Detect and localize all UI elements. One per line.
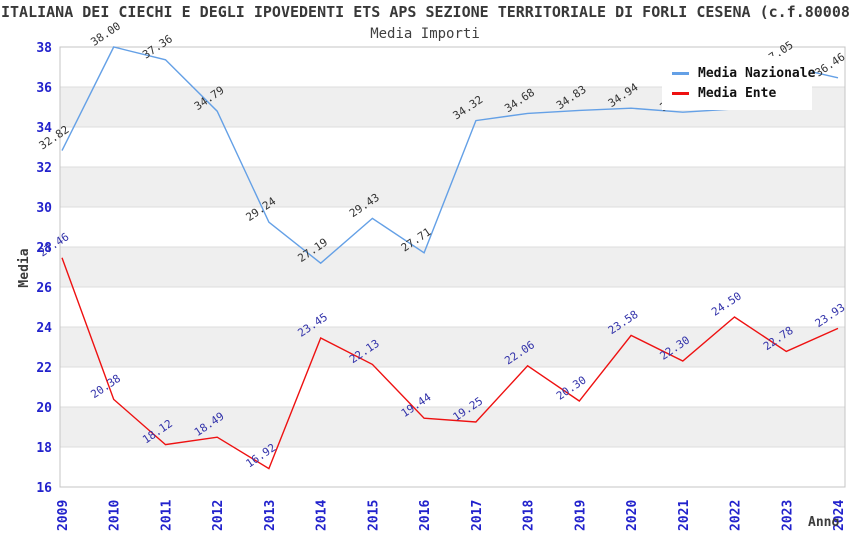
y-tick-label: 34 [36,121,52,136]
chart-subtitle: Media Importi [370,26,480,42]
y-tick-label: 32 [36,161,52,176]
plot-stripe [60,247,845,287]
legend: Media Nazionale Media Ente [662,56,815,110]
line-swatch-icon [672,91,689,95]
series-line-media-ente [61,257,839,470]
y-tick-label: 18 [36,441,52,456]
y-tick-label: 16 [36,481,52,496]
point-label: 36.46 [813,50,848,79]
y-tick-label: 36 [36,81,52,96]
y-tick-label: 28 [36,241,52,256]
x-tick-label: 2010 [108,500,123,531]
x-tick-label: 2021 [677,500,692,531]
x-tick-label: 2023 [780,500,795,531]
y-tick-label: 30 [36,201,52,216]
y-tick-label: 22 [36,361,52,376]
x-tick-label: 2022 [729,500,744,531]
legend-item-label: Media Nazionale [698,65,816,81]
x-axis-title: Anno [808,515,840,530]
chart-title: ITALIANA DEI CIECHI E DEGLI IPOVEDENTI E… [1,3,850,21]
x-tick-label: 2024 [832,500,847,531]
point-label: 20.30 [554,373,589,402]
point-label: 24.50 [709,289,744,318]
legend-item-label: Media Ente [698,85,777,101]
plot-border [59,46,846,488]
x-tick-label: 2019 [573,500,588,531]
y-tick-label: 24 [36,321,52,336]
y-axis-title: Media [17,248,32,288]
plot-stripe [60,167,845,207]
point-label: 38.00 [88,19,123,48]
plot-stripe [60,327,845,367]
x-tick-label: 2018 [522,500,537,531]
y-tick-label: 38 [36,41,52,56]
y-tick-label: 26 [36,281,52,296]
x-tick-label: 2012 [211,500,226,531]
x-tick-label: 2016 [418,500,433,531]
legend-item: Media Nazionale [672,63,815,83]
x-tick-label: 2014 [315,500,330,531]
x-tick-label: 2017 [470,500,485,531]
legend-item: Media Ente [672,83,806,103]
line-swatch-icon [672,71,689,75]
x-tick-label: 2011 [159,500,174,531]
point-label: 23.93 [813,301,848,330]
y-tick-label: 20 [36,401,52,416]
x-tick-label: 2015 [366,500,381,531]
x-tick-label: 2020 [625,500,640,531]
series-line-media-nazionale [61,46,839,265]
x-tick-label: 2013 [263,500,278,531]
x-tick-label: 2009 [56,500,71,531]
